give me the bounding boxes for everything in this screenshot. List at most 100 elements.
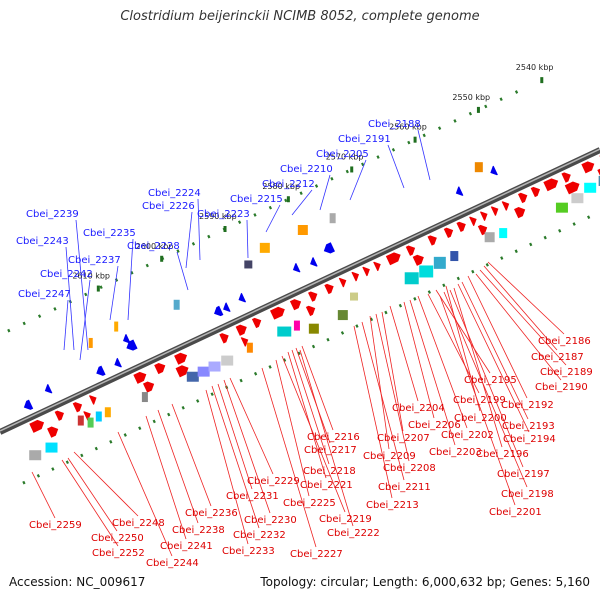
- forward-label-line: [417, 295, 468, 429]
- forward-gene-label: Cbei_2244: [146, 558, 199, 569]
- reverse-gene-arrow: [114, 357, 122, 368]
- forward-gene-arrow: [142, 381, 155, 393]
- forward-gene-arrow: [581, 161, 595, 174]
- feature-block: [499, 228, 508, 239]
- feature-block: [77, 415, 84, 426]
- forward-gene-label: Cbei_2213: [366, 500, 419, 511]
- accession-text: Accession: NC_009617: [9, 575, 146, 589]
- feature-block: [598, 175, 600, 186]
- ruler-group: 2540 kbp 2550 kbp 2560 kbp 2570 kbp 2580 kbp…: [72, 63, 553, 292]
- forward-label-line: [403, 301, 435, 419]
- forward-gene-label: Cbei_2200: [454, 413, 507, 424]
- forward-gene-label: Cbei_2198: [501, 489, 554, 500]
- forward-label-line: [369, 315, 390, 450]
- reverse-gene-label: Cbei_2247: [18, 289, 71, 300]
- forward-gene-arrow: [235, 324, 247, 336]
- feature-block: [555, 202, 568, 213]
- feature-block: [29, 450, 42, 461]
- forward-gene-arrow: [29, 419, 45, 433]
- feature-block: [88, 337, 93, 348]
- reverse-gene-label: Cbei_2226: [142, 201, 195, 212]
- ruler-dot: [299, 191, 303, 196]
- forward-label-line: [409, 299, 456, 446]
- forward-gene-arrow: [338, 277, 347, 288]
- forward-gene-arrow: [154, 362, 166, 375]
- reverse-gene-arrow: [44, 383, 53, 394]
- forward-gene-label: Cbei_2190: [535, 382, 588, 393]
- forward-gene-arrow: [564, 181, 580, 195]
- feature-block: [450, 251, 459, 262]
- feature-block: [95, 411, 102, 422]
- forward-label-line: [211, 385, 260, 529]
- forward-gene-arrow: [517, 192, 528, 204]
- forward-label-line: [479, 269, 567, 366]
- forward-gene-label: Cbei_2187: [531, 352, 584, 363]
- map-title: Clostridium beijerinckii NCIMB 8052, com…: [120, 9, 480, 24]
- forward-label-line: [453, 287, 503, 448]
- lower-track-dot: [94, 446, 98, 451]
- backbone-group: [0, 147, 600, 435]
- forward-label-line: [483, 265, 558, 351]
- ruler-dot: [176, 249, 180, 253]
- reverse-label-line: [127, 238, 134, 321]
- reverse-gene-arrow: [96, 365, 106, 376]
- reverse-label-line: [417, 129, 431, 181]
- forward-gene-arrow: [219, 333, 229, 344]
- forward-gene-label: Cbei_2233: [222, 546, 275, 557]
- forward-gene-label: Cbei_2209: [363, 451, 416, 462]
- forward-gene-label: Cbei_2227: [290, 549, 343, 560]
- reverse-gene-label: Cbei_2228: [127, 241, 180, 252]
- forward-gene-arrow: [289, 299, 302, 311]
- forward-gene-arrow: [412, 254, 424, 266]
- feature-block: [244, 260, 253, 269]
- reverse-label-line: [319, 174, 331, 211]
- forward-label-line: [287, 351, 327, 479]
- forward-label-line: [275, 359, 310, 497]
- forward-label-line: [381, 311, 404, 432]
- ruler-tick-label: 2560 kbp: [389, 123, 427, 132]
- reverse-label-line: [75, 219, 89, 351]
- feature-block: [474, 162, 483, 173]
- forward-gene-label: Cbei_2186: [538, 336, 591, 347]
- reverse-label-line: [265, 204, 281, 233]
- label-lines-group: [31, 129, 567, 557]
- forward-gene-arrow: [561, 172, 571, 183]
- reverse-gene-label: Cbei_2243: [16, 236, 69, 247]
- lower-track-dot: [398, 303, 403, 308]
- forward-label-line: [261, 367, 317, 548]
- feature-block: [404, 272, 419, 285]
- forward-gene-label: Cbei_2206: [408, 420, 461, 431]
- reverse-gene-arrow: [122, 333, 131, 344]
- forward-gene-arrow: [174, 352, 188, 365]
- feature-block: [297, 224, 308, 235]
- ruler-dot: [53, 307, 57, 311]
- forward-gene-arrow: [443, 227, 454, 238]
- feature-block: [208, 361, 221, 372]
- forward-label-line: [31, 471, 56, 519]
- feature-block: [45, 442, 58, 453]
- ruler-tick-label: 2550 kbp: [452, 93, 490, 102]
- ruler-tick: [413, 136, 417, 143]
- reverse-gene-arrow: [323, 242, 335, 254]
- lower-track-dot: [413, 297, 417, 301]
- lower-track-dot: [311, 344, 316, 349]
- forward-gene-arrow: [270, 306, 285, 320]
- forward-gene-arrow: [479, 211, 488, 221]
- gene-labels-group: Cbei_2188 Cbei_2191 Cbei_2205 Cbei_2210 Cbei…: [16, 119, 593, 569]
- ruler-dot: [376, 155, 380, 159]
- feature-block: [277, 326, 292, 337]
- forward-gene-label: Cbei_2208: [383, 463, 436, 474]
- genome-backbone-highlight: [0, 148, 600, 432]
- forward-gene-label: Cbei_2196: [476, 449, 529, 460]
- reverse-gene-label: Cbei_2188: [368, 119, 421, 130]
- forward-gene-label: Cbei_2219: [319, 514, 372, 525]
- forward-gene-arrow: [501, 201, 510, 211]
- lower-track-dot: [253, 371, 258, 376]
- reverse-label-line: [197, 198, 201, 261]
- forward-label-line: [295, 347, 331, 444]
- lower-track-dot: [500, 256, 504, 260]
- forward-gene-label: Cbei_2221: [300, 480, 353, 491]
- forward-label-line: [375, 313, 410, 462]
- forward-gene-arrow: [240, 337, 249, 347]
